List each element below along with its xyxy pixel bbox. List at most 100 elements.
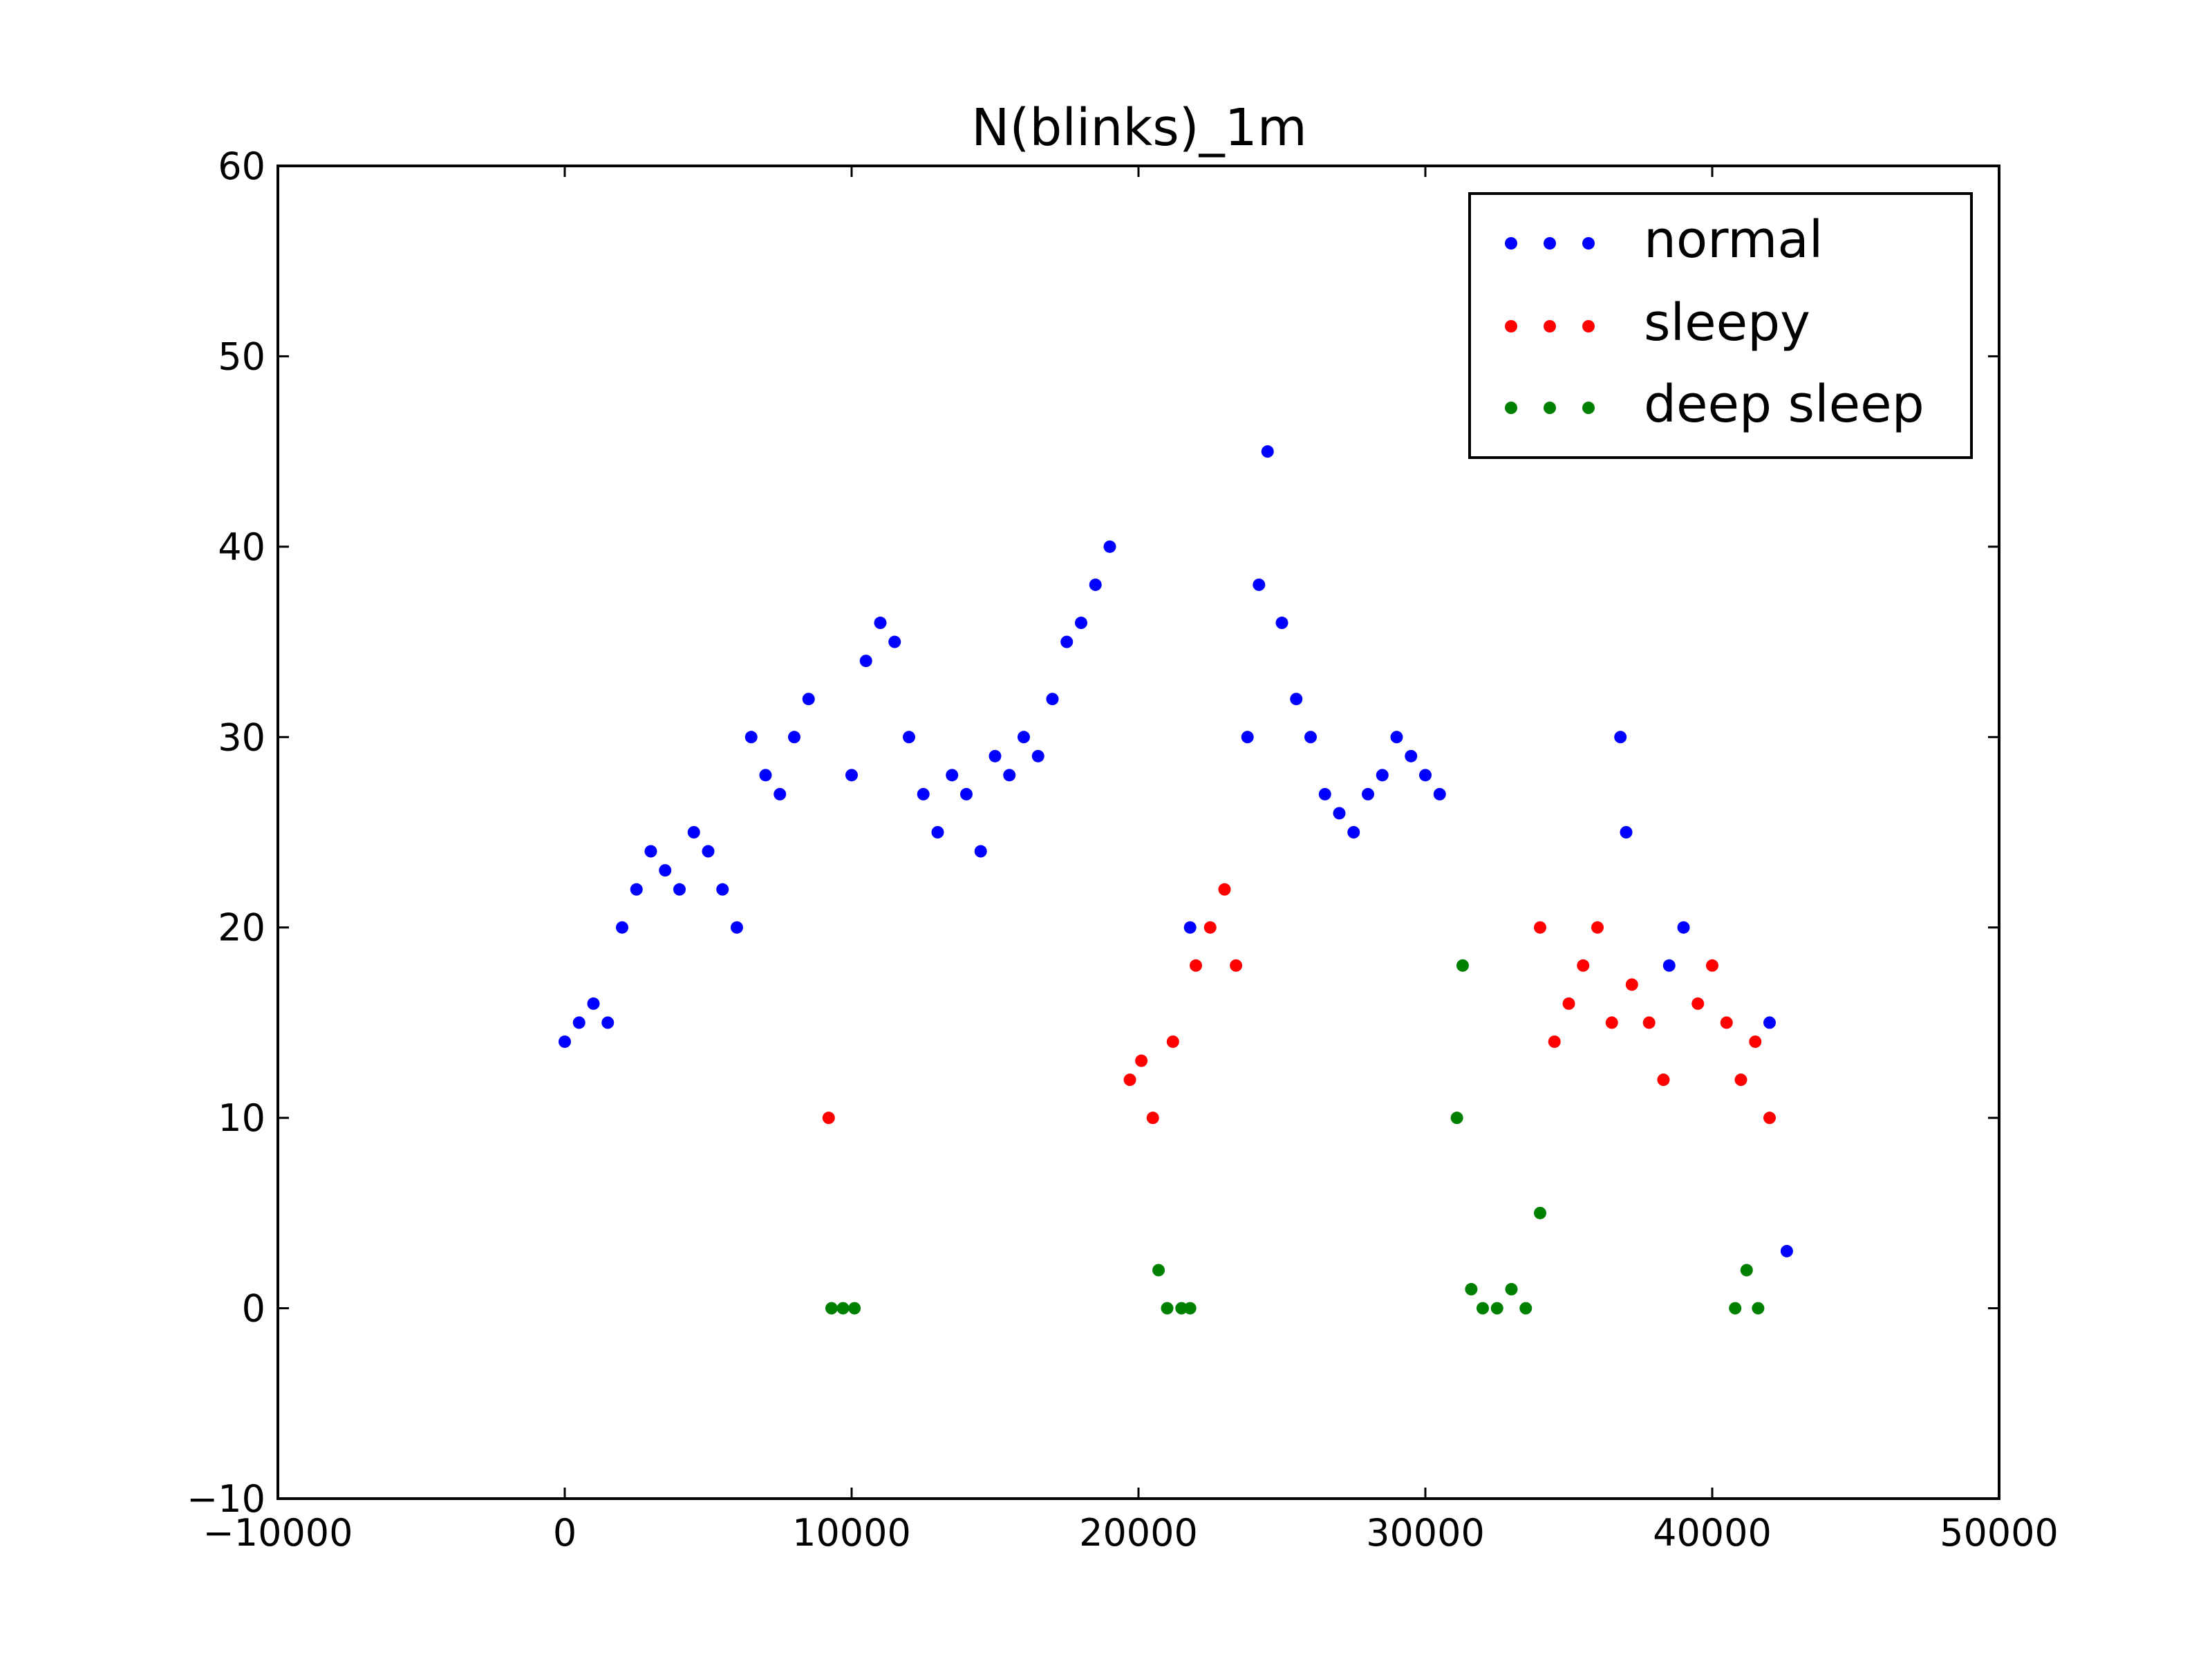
point-normal	[616, 921, 628, 934]
point-normal	[774, 787, 787, 800]
legend-marker-normal	[1505, 237, 1517, 250]
y-tick-label: 30	[218, 715, 265, 759]
plot-area-frame	[276, 165, 2000, 1500]
point-normal	[859, 655, 872, 668]
point-normal	[759, 769, 772, 782]
point-deep-sleep	[1450, 1112, 1463, 1125]
point-sleepy	[1763, 1112, 1776, 1125]
point-deep-sleep	[825, 1302, 838, 1315]
point-normal	[572, 1016, 585, 1029]
point-normal	[1780, 1244, 1793, 1257]
point-sleepy	[1203, 921, 1217, 934]
y-tick-label: 20	[218, 906, 265, 950]
point-deep-sleep	[1740, 1264, 1753, 1277]
legend-marker-normal	[1544, 237, 1556, 250]
point-normal	[1089, 578, 1102, 591]
point-normal	[644, 845, 657, 858]
point-normal	[1763, 1016, 1776, 1029]
y-tick-label: −10	[187, 1477, 265, 1521]
point-normal	[974, 845, 987, 858]
point-deep-sleep	[848, 1302, 861, 1315]
point-normal	[1261, 445, 1274, 458]
point-normal	[1003, 769, 1016, 782]
point-deep-sleep	[836, 1302, 850, 1315]
y-tick-label: 50	[218, 335, 265, 378]
legend-box	[1468, 192, 1973, 459]
point-sleepy	[1135, 1054, 1148, 1067]
point-normal	[988, 749, 1002, 762]
x-tick-label: 10000	[792, 1511, 911, 1555]
point-normal	[1275, 617, 1288, 630]
point-normal	[1662, 959, 1676, 972]
point-sleepy	[1720, 1016, 1733, 1029]
point-deep-sleep	[1752, 1302, 1765, 1315]
point-sleepy	[1146, 1112, 1159, 1125]
point-normal	[1362, 787, 1374, 800]
point-normal	[1347, 826, 1360, 838]
point-normal	[587, 997, 600, 1010]
x-tick-label: 30000	[1366, 1511, 1485, 1555]
point-deep-sleep	[1729, 1302, 1742, 1315]
ticks-layer: −10000 0 10000 20000 30000 40000 50000 −10 0 10 20…	[187, 144, 2059, 1555]
y-tick-label: 40	[218, 525, 265, 569]
point-normal	[1405, 749, 1418, 762]
point-deep-sleep	[1534, 1206, 1546, 1219]
point-sleepy	[1190, 959, 1202, 972]
legend-marker-deep-sleep	[1582, 402, 1595, 414]
legend-marker-sleepy	[1505, 320, 1517, 332]
point-deep-sleep	[1152, 1264, 1165, 1277]
series-deep-sleep	[825, 959, 1765, 1315]
point-sleepy	[1218, 883, 1231, 896]
point-normal	[1614, 731, 1627, 744]
point-normal	[788, 731, 800, 744]
point-deep-sleep	[1465, 1283, 1478, 1296]
point-normal	[673, 883, 686, 896]
point-normal	[1419, 769, 1432, 782]
point-sleepy	[1605, 1016, 1618, 1029]
x-tick-label: 40000	[1653, 1511, 1772, 1555]
point-normal	[559, 1035, 571, 1048]
point-sleepy	[822, 1112, 835, 1125]
legend-label-normal: normal	[1644, 210, 1823, 270]
x-tick-label: 50000	[1940, 1511, 2059, 1555]
point-sleepy	[1577, 959, 1590, 972]
point-normal	[1376, 769, 1389, 782]
point-sleepy	[1625, 978, 1638, 991]
point-normal	[802, 693, 815, 706]
point-normal	[874, 617, 887, 630]
legend-markers	[1505, 237, 1595, 414]
point-normal	[744, 731, 758, 744]
point-deep-sleep	[1477, 1302, 1489, 1315]
point-normal	[601, 1016, 615, 1029]
x-tick-label: −10000	[203, 1511, 353, 1555]
point-normal	[1241, 731, 1254, 744]
x-tick-label: 0	[553, 1511, 577, 1555]
y-tick-label: 0	[242, 1287, 265, 1331]
point-sleepy	[1230, 959, 1243, 972]
point-deep-sleep	[1456, 959, 1469, 972]
point-normal	[1433, 787, 1446, 800]
point-sleepy	[1166, 1035, 1179, 1048]
point-normal	[931, 826, 944, 838]
legend-marker-deep-sleep	[1505, 402, 1517, 414]
point-normal	[731, 921, 743, 934]
point-sleepy	[1562, 997, 1575, 1010]
point-normal	[659, 864, 672, 877]
point-sleepy	[1657, 1074, 1670, 1087]
point-normal	[1304, 731, 1317, 744]
point-normal	[1031, 749, 1044, 762]
point-deep-sleep	[1505, 1283, 1518, 1296]
point-normal	[1046, 693, 1059, 706]
point-normal	[1075, 617, 1087, 630]
point-normal	[1677, 921, 1690, 934]
legend: normal sleepy deep sleep	[1468, 192, 1973, 459]
y-tick-label: 60	[218, 144, 265, 188]
point-normal	[1390, 731, 1403, 744]
point-sleepy	[1123, 1074, 1136, 1087]
point-normal	[702, 845, 715, 858]
point-normal	[1620, 826, 1633, 838]
point-normal	[1318, 787, 1331, 800]
legend-marker-sleepy	[1544, 320, 1556, 332]
point-normal	[1290, 693, 1303, 706]
